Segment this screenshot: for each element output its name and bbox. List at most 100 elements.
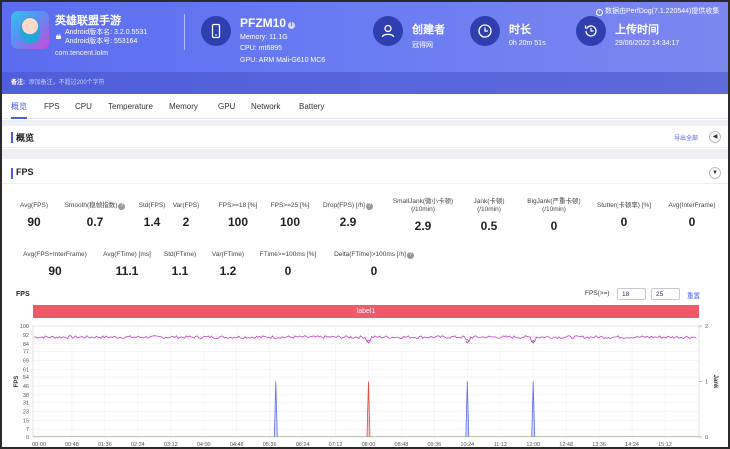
stat-label: FPS>=25 [%] [270,202,310,209]
y-tick-label: 77 [23,350,29,356]
android-version-code: Android版本号: 553164 [65,38,138,45]
label-band[interactable]: label1 [33,305,699,318]
stat-label: Avg(FPS) [19,202,49,209]
stat-r2-1: Avg(FTime) [ms] 11.1 [82,251,172,278]
chevron-down-icon[interactable]: ▼ [709,167,721,179]
info-icon[interactable]: i [288,22,296,29]
help-icon[interactable]: ? [118,203,126,210]
y2-tick-label: 0 [705,435,708,441]
tab-gpu[interactable]: GPU [218,102,236,111]
stat-r2-0: Avg(FPS+InterFrame) 90 [10,251,100,278]
jank-spike [465,381,470,438]
y2-tick-label: 1 [705,380,708,386]
stat-value: 90 [27,215,41,229]
stat-label: SmallJank(微小卡顿) [392,198,454,205]
x-tick-label: 02:24 [131,442,145,448]
stat-value: 11.1 [115,264,139,278]
tab-bar: 概览 FPS CPU Temperature Memory GPU Networ… [2,95,728,119]
x-tick-label: 10:24 [460,442,474,448]
stat-r2-2: Std(FTime) 1.1 [135,251,225,278]
android-icon [55,33,62,40]
duration-label: 时长 [509,24,531,36]
tab-temperature[interactable]: Temperature [108,102,153,111]
export-all-link[interactable]: 导出全部 [674,136,699,142]
x-tick-label: 12:00 [526,442,540,448]
user-icon [373,16,403,46]
stat-value: 2.9 [339,215,357,229]
reset-button[interactable]: 重置 [687,293,700,300]
help-icon[interactable]: ? [365,203,373,210]
creator-value: 冠得网 [412,42,433,49]
x-tick-label: 00:00 [32,442,46,448]
stat-value: 1.4 [143,215,161,229]
x-tick-label: 08:48 [395,442,409,448]
stat-label: Delta(FTime)>100ms [/h]? [329,251,419,259]
fps-threshold-low-input[interactable] [617,288,646,300]
y-tick-label: 0 [26,435,29,441]
tab-cpu[interactable]: CPU [75,102,92,111]
app-icon [11,11,49,49]
stat-r2-3: Var(FTime) 1.2 [183,251,273,278]
stat-r1-7: SmallJank(微小卡顿) (/10min) 2.9 [378,198,468,233]
stat-value: 0.5 [480,219,498,233]
stat-label: Var(FTime) [211,251,245,258]
fps-threshold-high-input[interactable] [651,288,680,300]
stat-value: 0 [688,215,696,229]
stat-label: Jank(卡顿) [473,198,505,205]
tab-overview[interactable]: 概览 [11,95,27,119]
y-tick-label: 69 [23,358,29,364]
stat-value: 0 [370,264,378,278]
y2-tick-label: 2 [705,324,708,330]
note-input[interactable]: 添加备注，不超过200个字符 [28,80,105,86]
stat-r1-5: FPS>=25 [%] 100 [245,202,335,229]
note-label: 备注: [11,80,25,86]
stat-r1-4: FPS>=18 [%] 100 [193,202,283,229]
x-tick-label: 14:24 [625,442,639,448]
clock-icon [470,16,500,46]
stat-value: 0 [620,215,628,229]
fps-section-title: FPS [16,167,34,177]
stat-r1-8: Jank(卡顿) (/10min) 0.5 [444,198,534,233]
stat-label: Stutter(卡顿率) [%] [596,202,652,209]
stat-r1-9: BigJank(严重卡顿) (/10min) 0 [509,198,599,233]
tab-battery[interactable]: Battery [299,102,325,111]
device-gpu: GPU: ARM Mali-G610 MC6 [240,57,326,64]
app-version: Android版本名: 3.2.0.5531 Android版本号: 55316… [55,28,147,46]
y-tick-label: 23 [23,409,29,415]
tab-fps[interactable]: FPS [44,102,60,111]
stat-r1-11: Avg(InterFrame) 0 [647,202,728,229]
note-bar[interactable]: 备注: 添加备注，不超过200个字符 [2,72,728,94]
collapse-left-icon[interactable]: ◀ [709,131,721,143]
fps-section-header: FPS ▼ [2,162,728,184]
y-tick-label: 54 [23,375,29,381]
fps-chart[interactable]: 0 7 15 23 31 38 46 54 61 69 77 84 92 100 00:00 00:48 01:… [2,320,728,449]
upload-label: 上传时间 [615,24,659,36]
device-cpu: CPU: mt6895 [240,45,283,52]
y-tick-label: 38 [23,393,29,399]
x-tick-label: 04:00 [197,442,211,448]
stat-r1-3: Var(FPS) 2 [141,202,231,229]
stat-label: Drop(FPS) [/h]? [303,202,393,210]
stat-value: 1.2 [219,264,237,278]
stat-value: 0 [284,264,292,278]
stat-label-unit: (/10min) [411,206,435,213]
x-tick-label: 12:48 [559,442,573,448]
x-tick-label: 08:00 [362,442,376,448]
jank-spike [366,381,371,438]
stat-r1-0: Avg(FPS) 90 [2,202,79,229]
stat-r2-5: Delta(FTime)>100ms [/h]? 0 [329,251,419,278]
stat-r1-10: Stutter(卡顿率) [%] 0 [579,202,669,229]
tab-network[interactable]: Network [251,102,281,111]
tab-memory[interactable]: Memory [169,102,198,111]
y-tick-label: 46 [23,384,29,390]
help-icon[interactable]: ? [406,252,414,259]
overview-section-header: 概览 导出全部 ◀ [2,126,728,148]
stat-label: Avg(FTime) [ms] [103,251,151,258]
y-tick-label: 15 [23,418,29,424]
stat-value: 0 [550,219,558,233]
divider [184,14,185,50]
info-icon: i [596,9,603,16]
duration-value: 0h 20m 51s [509,40,546,47]
device-memory: Memory: 11.1G [240,34,288,41]
